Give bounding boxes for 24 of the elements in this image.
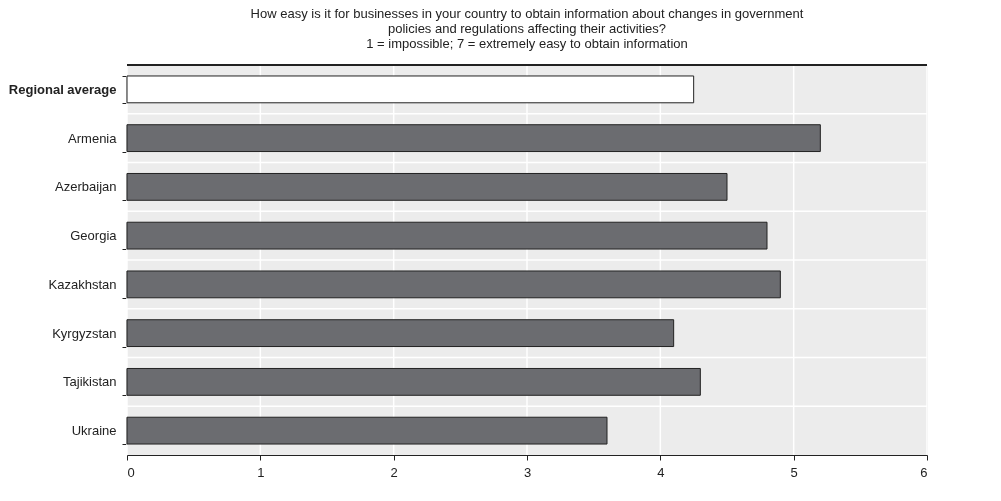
x-tick-label: 2: [390, 464, 398, 480]
bar: [126, 124, 821, 153]
y-tick-label: Kazakhstan: [48, 276, 117, 292]
bar: [126, 367, 701, 396]
y-tick-label: Georgia: [70, 228, 118, 244]
bar: [126, 172, 728, 201]
bar: [126, 270, 781, 299]
y-tick-label: Regional average: [8, 81, 117, 97]
x-tick-label: 1: [257, 464, 265, 480]
bar: [126, 416, 608, 445]
chart-title: How easy is it for businesses in your country to obtain information about changes in government policies and regulations affecting their activities?: [250, 6, 804, 36]
bar: [126, 319, 675, 348]
y-tick-label: Ukraine: [71, 423, 117, 439]
bar: [126, 221, 768, 250]
x-tick-label: 0: [127, 464, 135, 480]
y-tick-label: Azerbaijan: [55, 179, 117, 195]
y-tick-label: Kyrgyzstan: [52, 325, 117, 341]
x-tick-label: 4: [657, 464, 665, 480]
chart-subtitle: 1 = impossible; 7 = extremely easy to obtain information: [366, 36, 688, 51]
y-tick-label: Tajikistan: [63, 374, 117, 390]
x-tick-label: 5: [790, 464, 798, 480]
y-tick-label: Armenia: [68, 130, 118, 146]
x-tick-label: 6: [920, 464, 928, 480]
x-tick-label: 3: [523, 464, 532, 480]
